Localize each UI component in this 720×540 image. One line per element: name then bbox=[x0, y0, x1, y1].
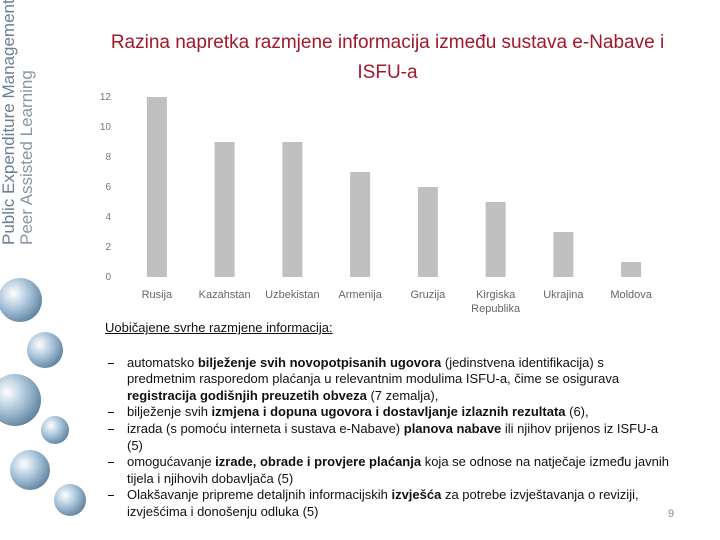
y-tick-label: 4 bbox=[105, 212, 111, 223]
x-tick-label: Uzbekistan bbox=[265, 289, 320, 301]
bar bbox=[282, 142, 303, 277]
list-item: omogućavanje izrade, obrade i provjere p… bbox=[105, 454, 675, 487]
y-tick-label: 6 bbox=[105, 182, 111, 193]
chart-title: Razina napretka razmjene informacija izm… bbox=[110, 32, 665, 83]
text-run: bilježenje svih novopotpisanih ugovora bbox=[197, 354, 442, 370]
bar bbox=[621, 262, 642, 277]
text-run: (7 zemalja), bbox=[366, 387, 439, 403]
bar bbox=[553, 232, 574, 277]
x-tick-label: Gruzija bbox=[410, 289, 446, 301]
text-run: izmjena i dopuna ugovora i dostavljanje … bbox=[211, 404, 566, 420]
decoration bbox=[0, 278, 86, 516]
bar bbox=[350, 172, 371, 277]
x-tick-label: Ukrajina bbox=[543, 289, 584, 301]
x-tick-label: Rusija bbox=[141, 289, 173, 301]
bullet bbox=[108, 462, 114, 464]
text-run: ili njihov prijenos iz ISFU-a (5) bbox=[127, 420, 659, 453]
x-tick-label: Kazahstan bbox=[198, 289, 251, 301]
x-tick-label: Kirgiska Republika bbox=[471, 289, 521, 315]
y-tick-label: 2 bbox=[105, 242, 111, 253]
bar bbox=[214, 142, 235, 277]
bullet bbox=[108, 428, 114, 430]
text-run: izrade, obrade i provjere plaćanja bbox=[215, 454, 422, 470]
text-run: izvješća bbox=[391, 487, 442, 503]
sidebar-line1: Public Expenditure Management bbox=[0, 0, 18, 245]
y-tick-label: 8 bbox=[105, 152, 111, 163]
text-run: registracija godišnjih preuzetih obveza bbox=[127, 387, 367, 403]
text-run: (6), bbox=[565, 404, 589, 420]
text-run: za potrebe izvještavanja o reviziji, izv… bbox=[127, 487, 639, 519]
bar bbox=[485, 202, 506, 277]
text-run: omogućavanje bbox=[127, 454, 216, 470]
page-number: 9 bbox=[668, 508, 675, 520]
bar bbox=[146, 97, 167, 277]
text-run: bilježenje svih bbox=[127, 404, 212, 420]
heading: Uobičajene svrhe razmjene informacija: bbox=[105, 320, 333, 335]
list-item: automatsko bilježenje svih novopotpisani… bbox=[105, 355, 675, 405]
y-tick-label: 10 bbox=[100, 122, 112, 133]
bar bbox=[417, 187, 438, 277]
sidebar-line2: Peer Assisted Learning bbox=[17, 70, 36, 245]
text-body: Uobičajene svrhe razmjene informacija: a… bbox=[105, 320, 675, 521]
x-tick-label: Armenija bbox=[338, 289, 382, 301]
list-item: Olakšavanje pripreme detaljnih informaci… bbox=[105, 487, 675, 520]
list-item: bilježenje svih izmjena i dopuna ugovora… bbox=[105, 404, 675, 421]
text-run: (jedinstvena identifikacija) s predmetni… bbox=[127, 354, 620, 387]
y-tick-label: 0 bbox=[105, 272, 111, 283]
text-run: planova nabave bbox=[403, 420, 502, 436]
x-tick-label: Moldova bbox=[610, 289, 652, 301]
bullet bbox=[108, 362, 114, 364]
list-item: izrada (s pomoću interneta i sustava e-N… bbox=[105, 421, 675, 454]
text-run: koja se odnose na natječaje između javni… bbox=[127, 454, 669, 486]
bullet bbox=[108, 495, 114, 497]
text-run: automatsko bbox=[127, 354, 198, 370]
text-run: izrada (s pomoću interneta i sustava e-N… bbox=[127, 420, 404, 436]
bullet bbox=[108, 412, 114, 414]
text-run: Olakšavanje pripreme detaljnih informaci… bbox=[127, 487, 392, 503]
y-tick-label: 12 bbox=[100, 92, 112, 103]
